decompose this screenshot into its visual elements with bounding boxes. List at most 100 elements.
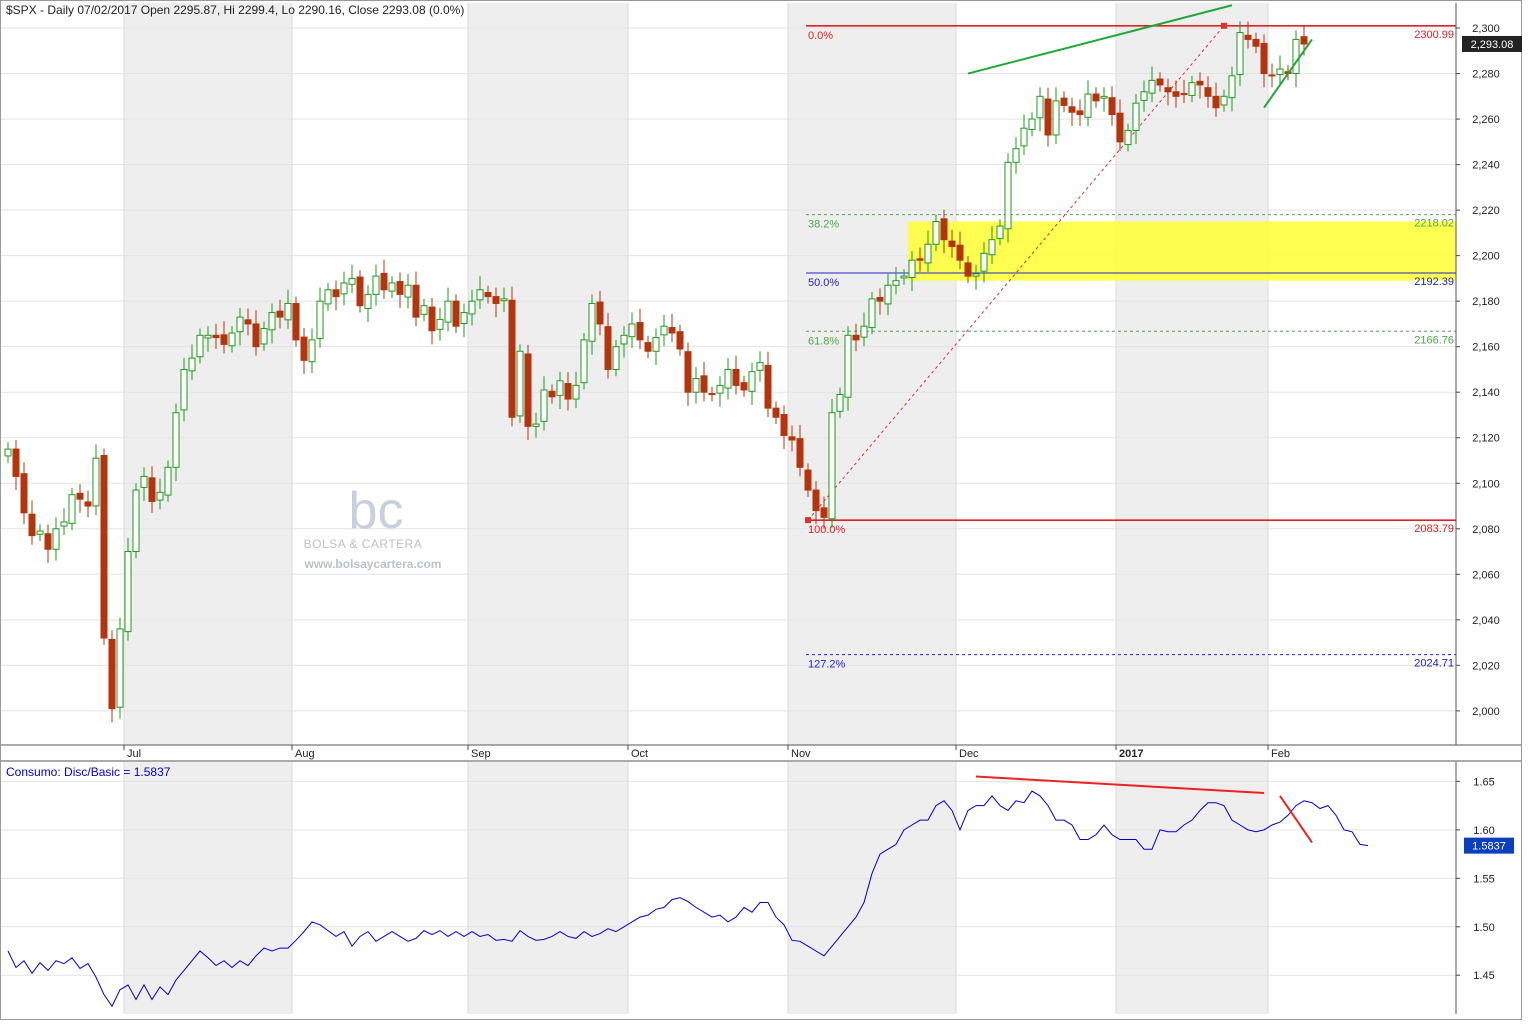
candle-body xyxy=(580,339,588,384)
watermark-url: www.bolsaycartera.com xyxy=(304,557,442,571)
candle-body xyxy=(484,292,492,298)
trend-lines xyxy=(967,4,1313,844)
candle-body xyxy=(1132,102,1140,131)
axes: 2,000 2,020 2,040 2,060 2,080 2,100 2,120 2,140… xyxy=(1,3,1522,1014)
candle-body xyxy=(396,281,404,295)
candle-body xyxy=(404,284,412,298)
candle-body xyxy=(268,312,276,331)
candle-body xyxy=(676,331,684,350)
candle-body xyxy=(980,252,988,272)
price-y-tick-label: 2,100 xyxy=(1472,478,1500,490)
candle-body xyxy=(436,318,444,330)
fib-level-value: 2300.99 xyxy=(1414,29,1454,41)
candle-body xyxy=(12,448,20,477)
candle-body xyxy=(148,477,156,502)
candle-body xyxy=(76,492,84,500)
candle-body xyxy=(628,323,636,338)
candle-body xyxy=(948,240,956,248)
candle-body xyxy=(836,393,844,412)
x-month-label: Dec xyxy=(959,748,979,760)
candle-body xyxy=(340,282,348,295)
indicator-line xyxy=(7,790,1369,1008)
price-y-tick-label: 2,000 xyxy=(1472,706,1500,718)
watermark: bc BOLSA & CARTERA www.bolsaycartera.com xyxy=(304,482,442,571)
candle-body xyxy=(180,368,188,411)
candle-body xyxy=(1156,78,1164,86)
candles xyxy=(4,21,1308,723)
trend-line-indicator-upper xyxy=(975,775,1265,795)
candle-body xyxy=(700,375,708,393)
watermark-name: BOLSA & CARTERA xyxy=(304,537,423,551)
candle-body xyxy=(548,390,556,398)
candle-body xyxy=(36,530,44,535)
candle-body xyxy=(956,244,964,261)
candle-body xyxy=(988,239,996,256)
candle-body xyxy=(740,382,748,391)
candle-body xyxy=(1060,97,1068,106)
price-chart-title: $SPX - Daily 07/02/2017 Open 2295.87, Hi… xyxy=(6,3,464,17)
candle-body xyxy=(108,638,116,710)
price-y-tick-label: 2,260 xyxy=(1472,114,1500,126)
candle-body xyxy=(196,334,204,358)
candle-body xyxy=(1220,95,1228,106)
candle-body xyxy=(924,243,932,264)
indicator-month-band xyxy=(124,762,292,1014)
candle-body xyxy=(1180,93,1188,96)
candle-body xyxy=(860,325,868,338)
candle-body xyxy=(996,225,1004,239)
candle-body xyxy=(524,353,532,427)
candle-body xyxy=(1116,112,1124,143)
candle-body xyxy=(132,489,140,553)
candle-body xyxy=(780,414,788,436)
x-month-label: Sep xyxy=(471,748,491,760)
candle-body xyxy=(1108,97,1116,116)
indicator-y-tick-label: 1.55 xyxy=(1473,873,1494,885)
candle-body xyxy=(276,310,284,318)
candle-body xyxy=(764,364,772,409)
candle-body xyxy=(820,507,828,518)
candle-body xyxy=(892,280,900,286)
price-month-band xyxy=(1116,3,1268,745)
fib-level-pct: 50.0% xyxy=(808,277,839,289)
candle-body xyxy=(156,491,164,501)
x-month-label: Feb xyxy=(1271,748,1290,760)
candle-body xyxy=(540,389,548,422)
candle-body xyxy=(1276,68,1284,75)
price-month-band xyxy=(788,3,956,745)
candle-body xyxy=(532,423,540,427)
candle-body xyxy=(572,384,580,400)
candle-body xyxy=(380,272,388,291)
candle-body xyxy=(1172,91,1180,97)
candle-body xyxy=(228,332,236,347)
price-y-tick-label: 2,120 xyxy=(1472,433,1500,445)
candle-body xyxy=(420,305,428,315)
price-y-tick-label: 2,080 xyxy=(1472,524,1500,536)
candle-body xyxy=(684,351,692,393)
indicator-series xyxy=(7,790,1369,1008)
candle-body xyxy=(4,448,12,457)
candle-body xyxy=(788,436,796,441)
candle-body xyxy=(444,300,452,323)
candle-body xyxy=(124,551,132,633)
candle-body xyxy=(868,298,876,329)
fib-level-pct: 61.8% xyxy=(808,335,839,347)
price-y-tick-label: 2,020 xyxy=(1472,660,1500,672)
indicator-month-band xyxy=(1116,762,1268,1014)
candle-body xyxy=(284,302,292,321)
trend-line-indicator-lower xyxy=(1279,795,1313,844)
price-y-tick-label: 2,180 xyxy=(1472,296,1500,308)
candle-body xyxy=(1044,98,1052,136)
candle-body xyxy=(188,357,196,372)
candle-body xyxy=(220,334,228,345)
fib-level-value: 2218.02 xyxy=(1414,218,1454,230)
candle-body xyxy=(308,339,316,363)
candle-body xyxy=(52,528,60,550)
candle-body xyxy=(564,383,572,400)
candle-body xyxy=(348,277,356,285)
x-month-label: Nov xyxy=(791,748,811,760)
price-y-tick-label: 2,220 xyxy=(1472,205,1500,217)
price-y-tick-label: 2,240 xyxy=(1472,160,1500,172)
candle-body xyxy=(652,337,660,352)
